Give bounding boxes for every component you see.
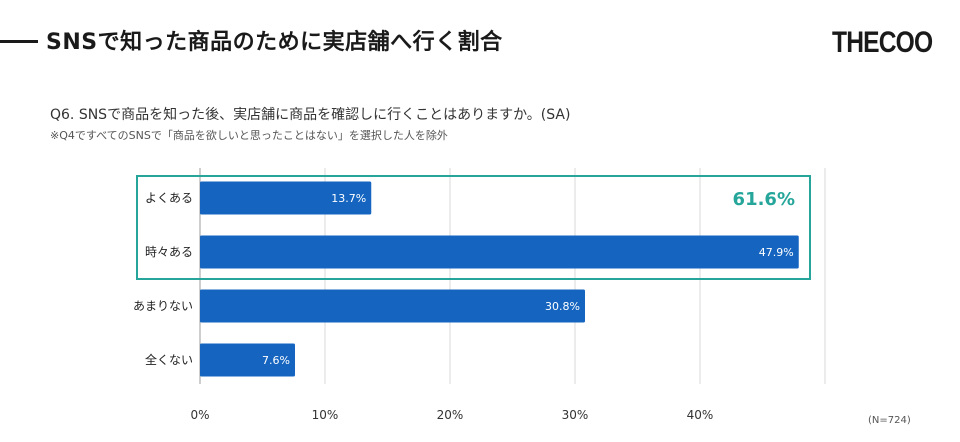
thecoo-logo: THECOO [832, 26, 933, 59]
x-tick-label-30: 30% [562, 408, 589, 422]
category-label-1: よくある [145, 191, 193, 205]
question-text: Q6. SNSで商品を知った後、実店舗に商品を確認しに行くことはありますか。(S… [50, 107, 571, 123]
exclusion-note: ※Q4ですべてのSNSで「商品を欲しいと思ったことはない」を選択した人を除外 [50, 129, 448, 142]
x-tick-label-0: 0% [190, 408, 209, 422]
page-title: SNSで知った商品のために実店舗へ行く割合 [46, 30, 503, 55]
title-rule [0, 40, 38, 43]
bar-4 [200, 343, 295, 377]
x-tick-label-10: 10% [312, 408, 339, 422]
bar-value-label-1: 13.7% [331, 192, 366, 205]
bar-value-label-3: 30.8% [545, 300, 580, 313]
highlight-box [136, 175, 811, 280]
x-tick-label-40: 40% [687, 408, 714, 422]
category-label-2: 時々ある [145, 245, 193, 259]
bar-2 [200, 235, 799, 269]
highlight-total-label: 61.6% [733, 189, 795, 210]
bar-value-label-2: 47.9% [759, 246, 794, 259]
sample-size: (N=724) [868, 415, 911, 426]
bar-3 [200, 289, 585, 323]
bar-1 [200, 181, 372, 215]
x-tick-label-20: 20% [437, 408, 464, 422]
category-label-4: 全くない [145, 352, 193, 367]
bar-value-label-4: 7.6% [262, 354, 290, 367]
category-label-3: あまりない [133, 299, 193, 313]
